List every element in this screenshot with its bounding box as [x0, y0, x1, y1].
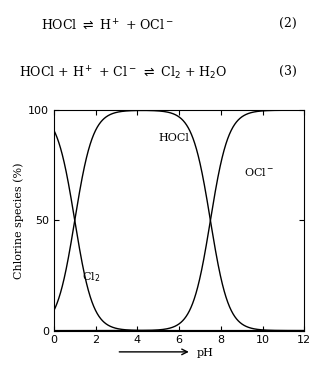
Text: HOCl $\rightleftharpoons$ H$^+$ + OCl$^-$: HOCl $\rightleftharpoons$ H$^+$ + OCl$^-… — [41, 17, 174, 32]
Text: HOCl + H$^+$ + Cl$^-$ $\rightleftharpoons$ Cl$_2$ + H$_2$O: HOCl + H$^+$ + Cl$^-$ $\rightleftharpoon… — [19, 65, 227, 82]
Text: Cl$_2$: Cl$_2$ — [82, 270, 100, 284]
Text: HOCl: HOCl — [158, 133, 189, 143]
Text: pH: pH — [197, 348, 214, 358]
Text: (2): (2) — [279, 17, 297, 30]
Text: (3): (3) — [279, 65, 297, 78]
Text: OCl$^-$: OCl$^-$ — [244, 166, 274, 178]
Y-axis label: Chlorine species (%): Chlorine species (%) — [13, 162, 24, 279]
